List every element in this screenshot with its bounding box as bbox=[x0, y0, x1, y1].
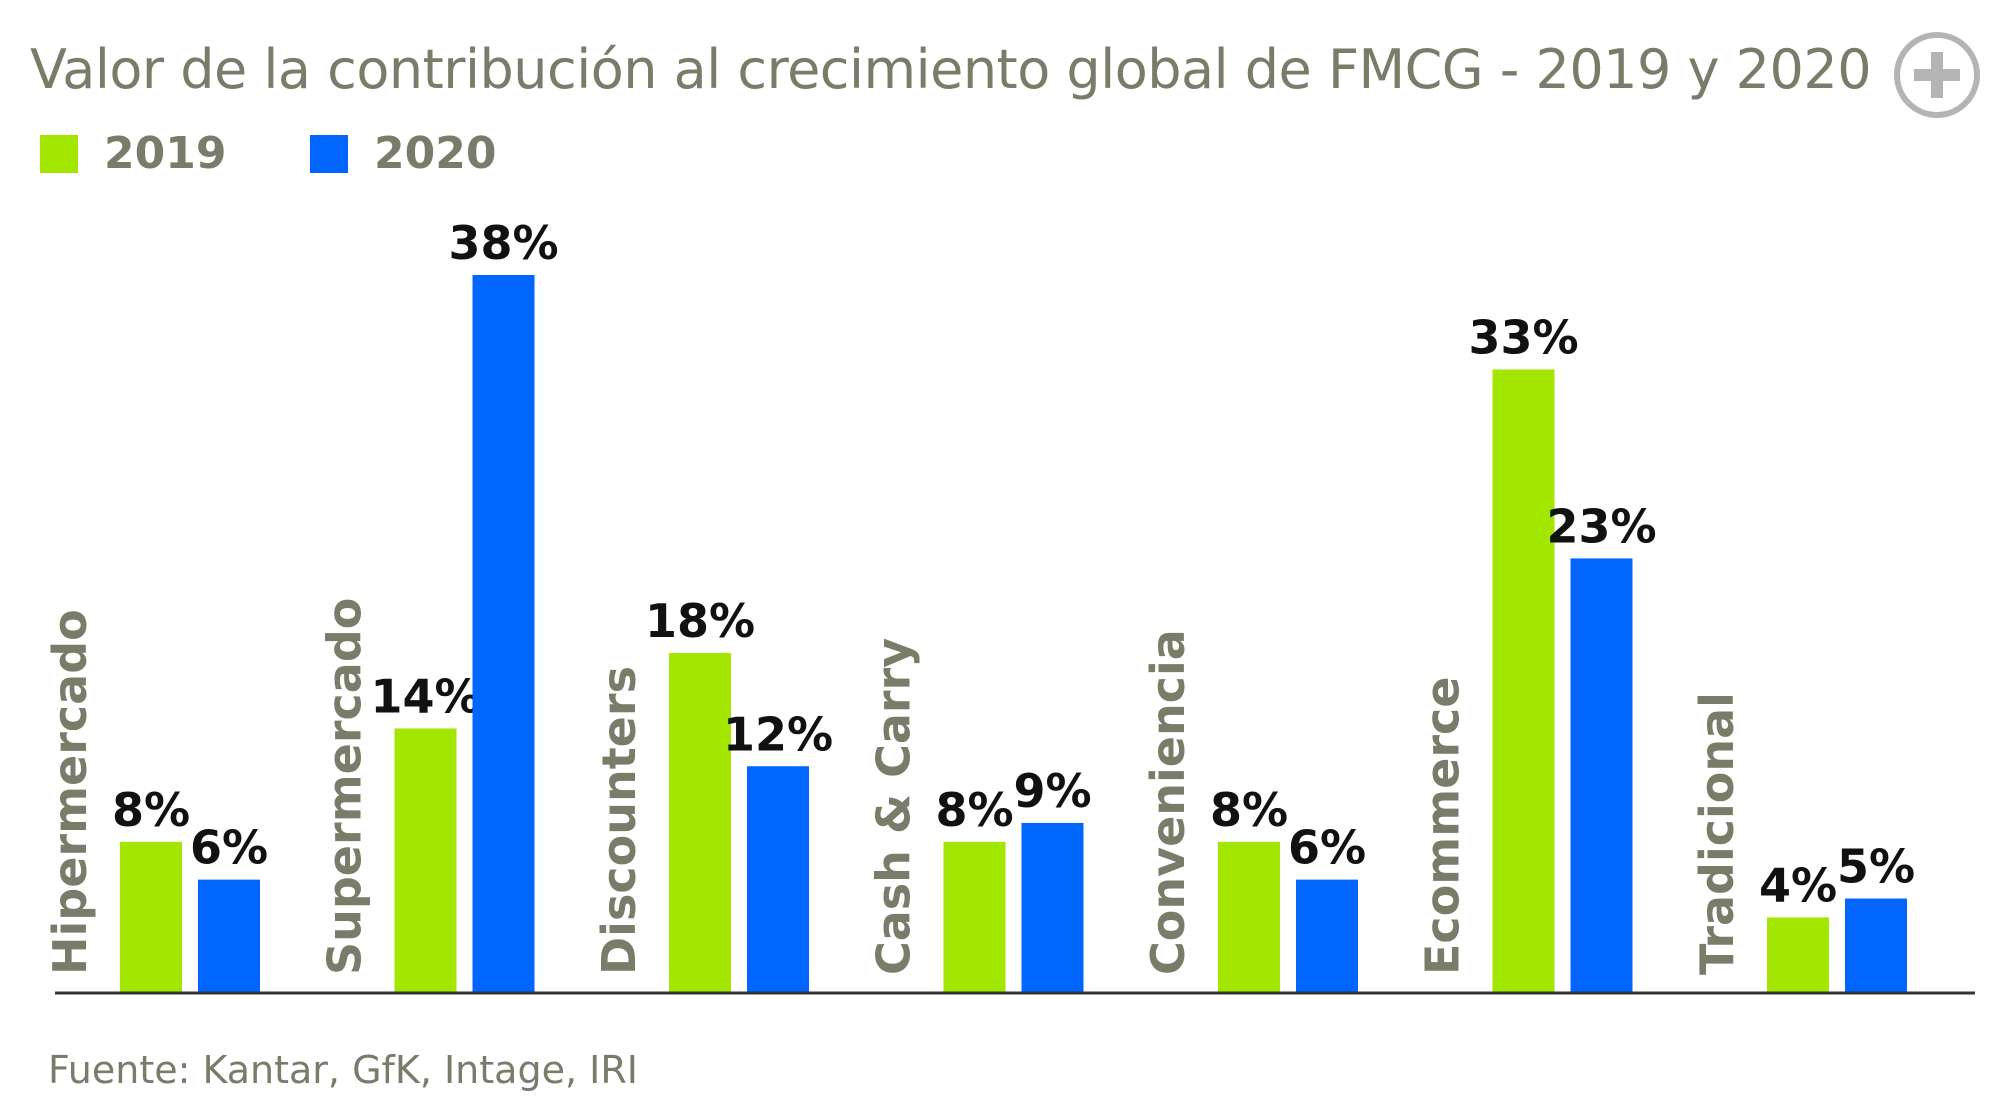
bar-2019-discounters[interactable] bbox=[669, 652, 731, 993]
data-label-2020-supermercado: 38% bbox=[448, 216, 558, 270]
bar-2020-discounters[interactable] bbox=[747, 766, 809, 993]
data-label-2019-supermercado: 14% bbox=[370, 669, 480, 723]
data-label-2019-hipermercado: 8% bbox=[112, 783, 190, 837]
plus-circle-icon[interactable] bbox=[1892, 30, 1982, 120]
data-label-2019-tradicional: 4% bbox=[1759, 858, 1837, 912]
bar-2019-hipermercado[interactable] bbox=[120, 841, 182, 993]
category-label-tradicional: Tradicional bbox=[1690, 692, 1744, 975]
bar-2020-conveniencia[interactable] bbox=[1296, 879, 1358, 993]
data-label-2020-conveniencia: 6% bbox=[1288, 821, 1366, 875]
bar-2019-tradicional[interactable] bbox=[1767, 917, 1829, 993]
legend-item-2020[interactable]: 2020 bbox=[310, 128, 496, 179]
data-label-2019-discounters: 18% bbox=[645, 594, 755, 648]
data-label-2019-cash-carry: 8% bbox=[935, 783, 1013, 837]
data-label-2020-tradicional: 5% bbox=[1837, 840, 1915, 894]
category-label-ecommerce: Ecommerce bbox=[1416, 676, 1470, 975]
data-label-2020-ecommerce: 23% bbox=[1546, 499, 1656, 553]
chart-title: Valor de la contribución al crecimiento … bbox=[30, 38, 1872, 101]
data-label-2020-cash-carry: 9% bbox=[1013, 764, 1091, 818]
legend-swatch-2020 bbox=[310, 134, 348, 173]
data-label-2019-conveniencia: 8% bbox=[1210, 783, 1288, 837]
bar-2020-supermercado[interactable] bbox=[472, 275, 535, 993]
data-label-2020-discounters: 12% bbox=[723, 707, 833, 761]
bar-2020-tradicional[interactable] bbox=[1845, 898, 1907, 993]
bar-2019-supermercado[interactable] bbox=[394, 728, 457, 993]
category-label-supermercado: Supermercado bbox=[318, 598, 372, 975]
category-label-discounters: Discounters bbox=[592, 666, 646, 975]
bar-2020-hipermercado[interactable] bbox=[198, 879, 260, 993]
bar-2019-ecommerce[interactable] bbox=[1492, 369, 1555, 993]
category-label-hipermercado: Hipermercado bbox=[43, 609, 97, 975]
legend-swatch-2019 bbox=[40, 134, 78, 173]
legend-label-2019: 2019 bbox=[104, 128, 227, 179]
category-label-conveniencia: Conveniencia bbox=[1141, 629, 1195, 975]
bar-2020-ecommerce[interactable] bbox=[1570, 558, 1633, 993]
bar-2019-conveniencia[interactable] bbox=[1218, 841, 1280, 993]
legend-item-2019[interactable]: 2019 bbox=[40, 128, 226, 179]
legend-label-2020: 2020 bbox=[374, 128, 497, 179]
category-label-cash-carry: Cash & Carry bbox=[867, 638, 921, 975]
source-note: Fuente: Kantar, GfK, Intage, IRI bbox=[48, 1048, 638, 1092]
data-label-2020-hipermercado: 6% bbox=[190, 821, 268, 875]
bar-2019-cash-carry[interactable] bbox=[943, 841, 1006, 993]
data-label-2019-ecommerce: 33% bbox=[1468, 310, 1578, 364]
bar-2020-cash-carry[interactable] bbox=[1021, 822, 1084, 993]
